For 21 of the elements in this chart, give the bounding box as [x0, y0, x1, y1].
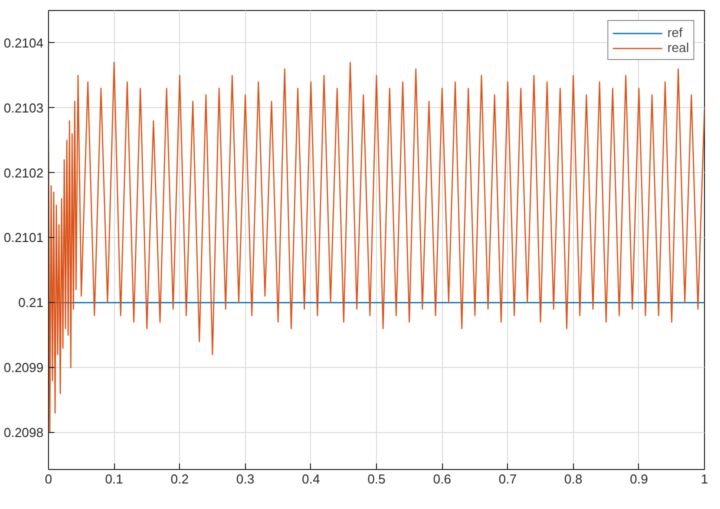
x-tick-label: 0.8 — [564, 472, 582, 486]
x-tick-label: 0.6 — [433, 472, 452, 486]
x-tick-label: 0.5 — [367, 472, 386, 486]
x-tick-label: 0.9 — [630, 472, 648, 486]
x-tick-label: 0.7 — [498, 472, 517, 486]
y-tick-label: 0.2098 — [4, 424, 44, 440]
y-tick-label: 0.2103 — [4, 100, 44, 116]
x-tick-label: 0.3 — [236, 472, 254, 486]
x-tick-label: 0.2 — [170, 472, 189, 486]
legend-label: real — [667, 40, 689, 55]
y-tick-label: 0.2101 — [4, 230, 44, 246]
y-tick-label: 0.2104 — [4, 35, 44, 50]
y-tick-label: 0.2099 — [4, 360, 44, 376]
y-tick-label: 0.2102 — [4, 165, 44, 180]
x-tick-label: 0.4 — [302, 472, 320, 486]
x-tick-label: 0.1 — [105, 472, 124, 486]
y-tick-label: 0.21 — [18, 295, 44, 310]
line-series — [48, 62, 704, 434]
x-tick-label: 0 — [44, 472, 52, 486]
x-tick-label: 1 — [700, 472, 708, 486]
legend-label: ref — [667, 25, 684, 40]
